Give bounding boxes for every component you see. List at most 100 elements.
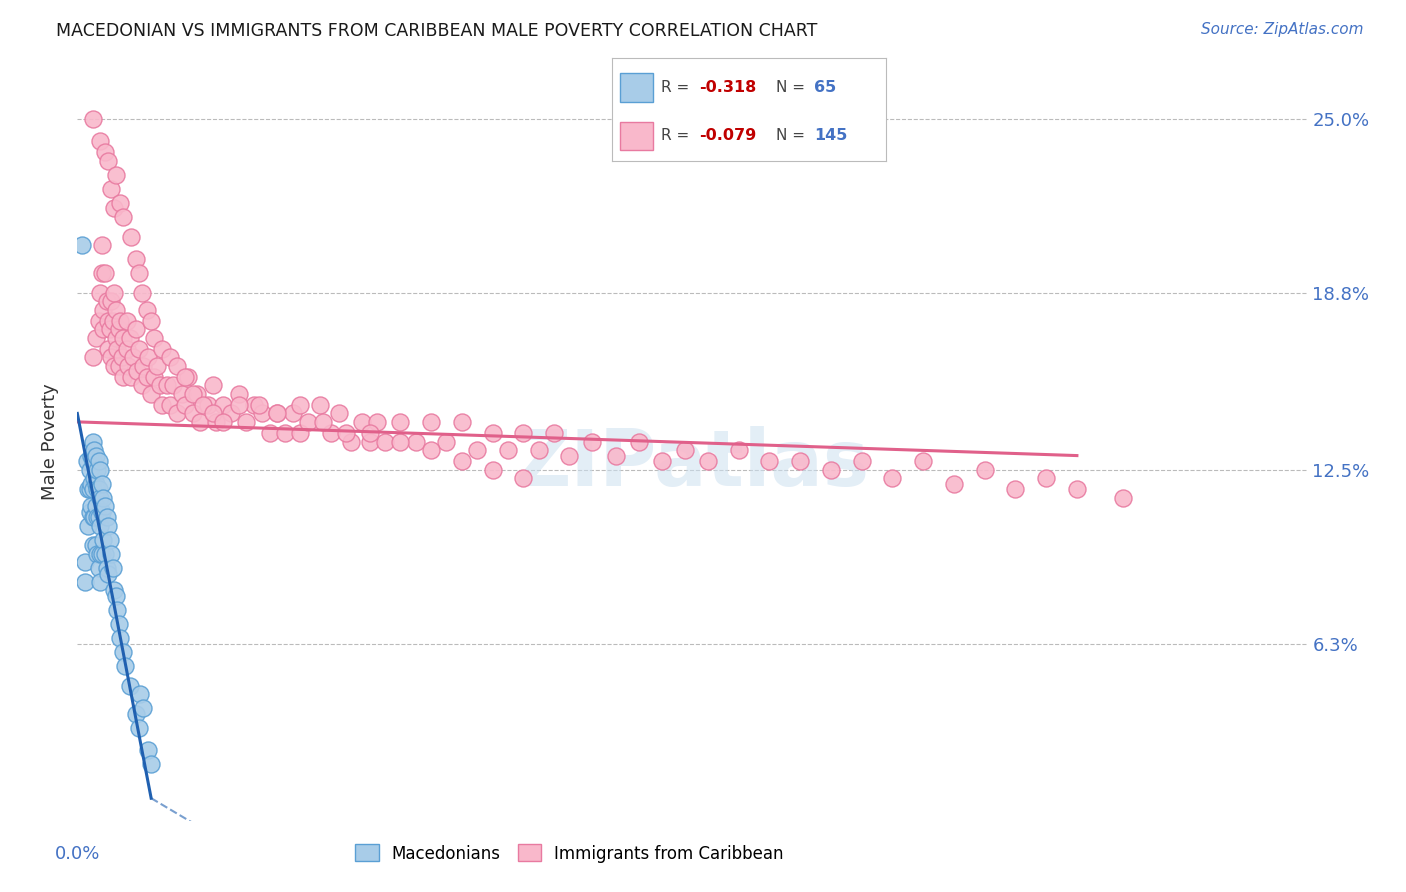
Point [77, 518, 100, 533]
Point [84, 449, 107, 463]
Point [1004, 483, 1026, 497]
Point [115, 342, 138, 356]
Point [335, 426, 357, 441]
Bar [620, 73, 652, 102]
Point [496, 442, 519, 457]
Point [97, 518, 120, 533]
Point [87, 561, 110, 575]
Point [80, 476, 103, 491]
Point [405, 434, 427, 449]
Point [121, 351, 143, 365]
Point [512, 426, 534, 441]
Point [89, 134, 111, 148]
Point [543, 426, 565, 441]
Point [110, 195, 132, 210]
Point [112, 370, 135, 384]
Point [93, 533, 115, 547]
Point [79, 505, 101, 519]
Point [93, 322, 115, 336]
Point [266, 407, 288, 421]
Point [114, 659, 136, 673]
Point [94, 499, 117, 513]
Point [104, 589, 127, 603]
Point [758, 454, 780, 468]
Point [104, 168, 127, 182]
Point [100, 182, 122, 196]
Point [98, 322, 121, 336]
Point [912, 454, 935, 468]
Point [174, 370, 197, 384]
Point [181, 386, 204, 401]
Point [89, 518, 111, 533]
Text: N =: N = [776, 128, 806, 144]
Point [96, 561, 118, 575]
Point [465, 442, 488, 457]
Point [103, 285, 125, 300]
Point [259, 426, 281, 441]
Point [651, 454, 673, 468]
Point [820, 462, 842, 476]
Point [201, 407, 224, 421]
Point [82, 538, 104, 552]
Point [420, 415, 443, 429]
Point [389, 434, 412, 449]
Point [87, 314, 110, 328]
Point [104, 331, 127, 345]
Point [89, 491, 111, 505]
Point [87, 510, 110, 524]
Point [111, 351, 134, 365]
Point [131, 378, 153, 392]
Point [136, 743, 159, 757]
Point [93, 302, 115, 317]
Text: MACEDONIAN VS IMMIGRANTS FROM CARIBBEAN MALE POVERTY CORRELATION CHART: MACEDONIAN VS IMMIGRANTS FROM CARIBBEAN … [56, 22, 818, 40]
Text: N =: N = [776, 80, 806, 95]
Point [247, 398, 270, 412]
Point [115, 314, 138, 328]
Point [882, 471, 904, 485]
Point [80, 449, 103, 463]
Point [104, 302, 127, 317]
Point [82, 454, 104, 468]
Point [97, 314, 120, 328]
Point [103, 359, 125, 373]
Point [340, 434, 363, 449]
Point [159, 398, 181, 412]
Point [129, 687, 152, 701]
Point [228, 386, 250, 401]
Point [558, 449, 581, 463]
Point [105, 603, 128, 617]
Point [197, 398, 219, 412]
Point [942, 476, 965, 491]
Point [212, 398, 235, 412]
Point [1112, 491, 1135, 505]
Point [86, 510, 108, 524]
Legend: Macedonians, Immigrants from Caribbean: Macedonians, Immigrants from Caribbean [349, 838, 790, 869]
Point [84, 538, 107, 552]
Point [70, 238, 93, 252]
Point [98, 533, 121, 547]
Point [143, 370, 166, 384]
Point [366, 415, 388, 429]
Point [128, 266, 150, 280]
Point [73, 574, 96, 589]
Point [188, 415, 212, 429]
Text: Source: ZipAtlas.com: Source: ZipAtlas.com [1201, 22, 1364, 37]
Text: R =: R = [661, 128, 689, 144]
Point [309, 398, 332, 412]
Point [90, 238, 114, 252]
Point [605, 449, 627, 463]
Point [250, 407, 273, 421]
Text: 145: 145 [814, 128, 848, 144]
Point [82, 510, 104, 524]
Point [481, 462, 503, 476]
Point [118, 679, 141, 693]
Point [1035, 471, 1057, 485]
Point [436, 434, 458, 449]
Point [79, 483, 101, 497]
Text: ZIPatlas: ZIPatlas [515, 426, 870, 502]
Text: -0.079: -0.079 [699, 128, 756, 144]
Point [112, 331, 135, 345]
Text: 0.0%: 0.0% [55, 845, 100, 863]
Point [170, 386, 193, 401]
Point [789, 454, 811, 468]
